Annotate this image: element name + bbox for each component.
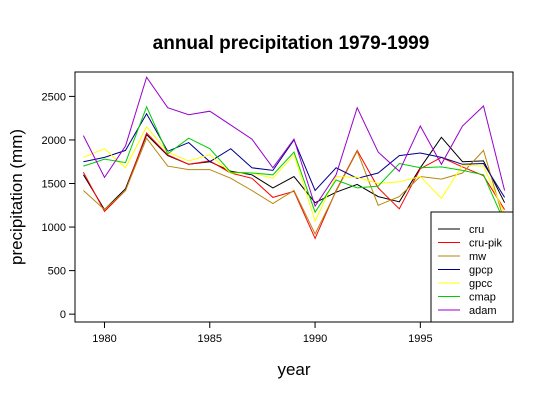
y-tick-label: 500 (48, 266, 66, 278)
x-axis-label: year (277, 360, 310, 379)
series-lines (82, 76, 506, 240)
x-tick-label: 1995 (408, 333, 432, 345)
series-line-cru (82, 133, 506, 211)
y-tick-label: 1500 (42, 178, 66, 190)
x-tick-label: 1985 (198, 333, 222, 345)
series-line-adam (82, 76, 506, 208)
legend-box (430, 211, 514, 323)
y-axis-label: precipitation (mm) (7, 129, 26, 265)
series-line-gpcc (83, 126, 506, 223)
axes: 1980 1985 1990 1995 0 500 1000 1500 2000 2500 (42, 91, 433, 345)
legend-label-cru-pik: cru-pik (469, 238, 503, 250)
legend-label-cmap: cmap (469, 292, 496, 304)
series-line-mw (83, 137, 506, 236)
plot-frame (74, 71, 514, 323)
y-tick-label: 1000 (42, 222, 66, 234)
y-tick-label: 2000 (42, 135, 66, 147)
chart-title: annual precipitation 1979-1999 (153, 33, 430, 54)
x-tick-label: 1990 (303, 333, 327, 345)
legend-label-gpcp: gpcp (469, 265, 493, 277)
legend-label-gpcc: gpcc (469, 278, 493, 290)
series-line-cmap (83, 105, 506, 223)
legend-label-adam: adam (469, 305, 497, 317)
y-tick-label: 2500 (42, 91, 66, 103)
legend-label-mw: mw (469, 251, 486, 263)
legend-label-cru: cru (469, 224, 484, 236)
y-tick-label: 0 (60, 309, 66, 321)
x-tick-label: 1980 (92, 333, 116, 345)
